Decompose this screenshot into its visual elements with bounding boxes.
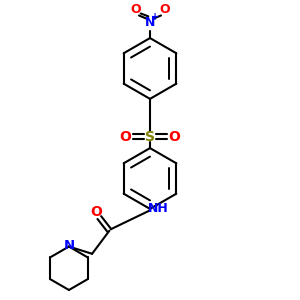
Text: O: O — [119, 130, 131, 143]
Text: O: O — [159, 3, 170, 16]
Text: N: N — [145, 16, 155, 28]
Text: +: + — [151, 12, 159, 22]
Text: O: O — [169, 130, 181, 143]
Text: NH: NH — [147, 202, 168, 215]
Text: S: S — [145, 130, 155, 143]
Text: N: N — [63, 238, 74, 252]
Text: O: O — [91, 205, 102, 219]
Text: O: O — [130, 3, 141, 16]
